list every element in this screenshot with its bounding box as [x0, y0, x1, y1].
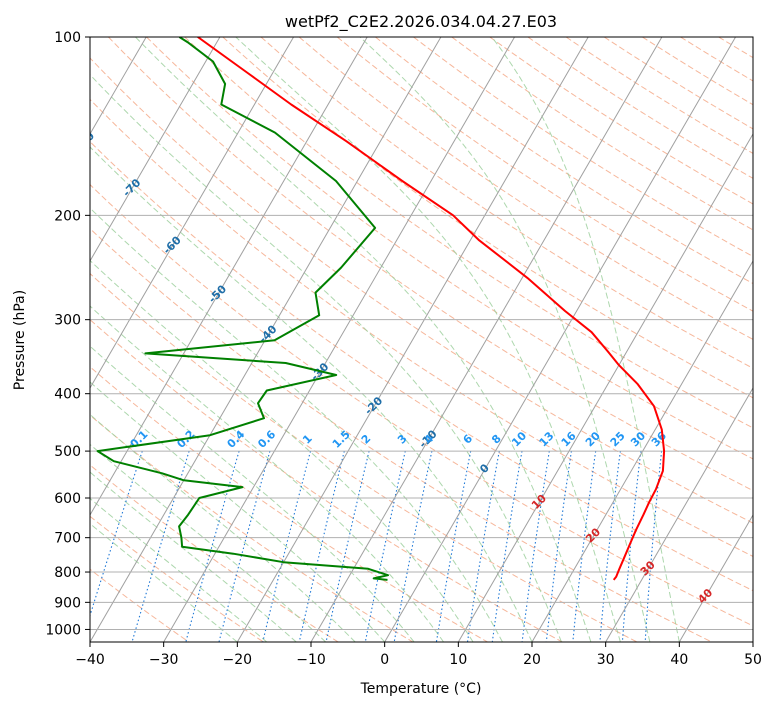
y-tick-label: 300	[54, 313, 81, 329]
isotherm	[90, 37, 294, 389]
dry-adiabat	[146, 37, 753, 460]
dry-adiabat	[90, 515, 264, 642]
isotherm	[163, 37, 515, 642]
dry-adiabat	[336, 37, 753, 312]
isotherm	[90, 37, 221, 262]
mixing-ratio-line	[262, 450, 312, 642]
y-tick-label: 100	[54, 30, 81, 46]
isotherm	[457, 132, 753, 642]
moist-adiabat	[90, 443, 327, 642]
mixing-ratio-line	[435, 450, 472, 642]
dewpoint-profile	[96, 37, 389, 581]
y-tick-label: 400	[54, 387, 81, 403]
dry-adiabat	[90, 464, 339, 642]
x-tick-label: 10	[449, 652, 467, 668]
isotherm	[531, 259, 753, 642]
moist-adiabat	[90, 146, 533, 642]
mixing-ratio-line	[599, 451, 621, 642]
y-axis-title: Pressure (hPa)	[12, 290, 28, 390]
moist-adiabat	[90, 381, 386, 642]
plot-area	[90, 37, 753, 642]
dry-adiabat	[184, 37, 753, 429]
y-tick-label: 200	[54, 208, 81, 224]
dry-adiabat	[260, 37, 753, 369]
plot-frame	[89, 36, 754, 643]
y-axis: 100 200 300 400 500 600 700 800 900 1000	[45, 30, 90, 638]
moist-adiabat	[359, 37, 651, 642]
dry-adiabat	[489, 37, 753, 205]
mixing-ratio-line	[393, 450, 433, 642]
y-tick-label: 600	[54, 491, 81, 507]
moist-adiabat	[491, 37, 680, 642]
moist-adiabat	[90, 259, 474, 642]
mixing-ratio-line	[185, 450, 240, 642]
isotherm	[310, 37, 663, 642]
dry-adiabat	[298, 37, 753, 340]
x-tick-label: 50	[744, 652, 762, 668]
mixing-ratio-line	[298, 450, 345, 642]
dry-adiabat	[90, 98, 753, 557]
x-tick-label: −40	[75, 652, 105, 668]
dry-adiabat	[90, 318, 563, 642]
dry-adiabat	[413, 37, 753, 258]
x-tick-label: −10	[296, 652, 326, 668]
moist-adiabat	[90, 305, 445, 642]
moist-adiabat	[90, 471, 297, 642]
moist-adiabat	[90, 345, 415, 642]
y-tick-label: 800	[54, 565, 81, 581]
mixing-ratio-line	[521, 451, 550, 642]
y-tick-label: 1000	[45, 622, 81, 638]
isotherm	[90, 37, 442, 642]
x-axis: −40 −30 −20 −10 0 10 20 30 40 50	[75, 642, 762, 668]
dry-adiabat	[527, 37, 753, 179]
y-tick-label: 700	[54, 531, 81, 547]
x-tick-label: 40	[670, 652, 688, 668]
y-tick-label: 500	[54, 444, 81, 460]
dry-adiabat	[90, 272, 638, 642]
temperature-profile	[197, 37, 666, 581]
mixing-ratio-line	[364, 450, 406, 642]
isotherm-label: -80	[74, 129, 97, 152]
dry-adiabat	[90, 140, 753, 592]
pressure-gridlines	[90, 37, 753, 630]
mixing-ratio-line	[90, 450, 143, 618]
dry-adiabat	[108, 37, 753, 492]
mixing-ratio-line	[572, 451, 597, 642]
x-tick-label: −20	[223, 652, 253, 668]
mixing-ratio-line	[466, 450, 500, 642]
x-tick-label: 20	[523, 652, 541, 668]
x-tick-label: −30	[149, 652, 179, 668]
mixing-ratio-line	[621, 451, 642, 642]
moist-adiabat	[90, 207, 503, 642]
background-lines	[90, 37, 753, 642]
moist-adiabat	[90, 73, 562, 642]
isotherm	[90, 37, 368, 516]
x-tick-label: 30	[597, 652, 615, 668]
isotherm	[236, 37, 589, 642]
dry-adiabat	[90, 57, 753, 524]
dry-adiabat	[565, 37, 753, 154]
chart-title: wetPf2_C2E2.2026.034.04.27.E03	[285, 12, 557, 32]
moist-adiabat	[135, 37, 592, 642]
isotherm	[605, 386, 753, 642]
dry-adiabat	[90, 227, 712, 642]
mixing-ratio-line	[131, 450, 190, 642]
isotherm	[384, 37, 736, 642]
mixing-ratio-line	[325, 450, 370, 642]
x-tick-label: 0	[380, 652, 389, 668]
mixing-ratio-line	[491, 451, 523, 642]
y-tick-label: 900	[54, 595, 81, 611]
dry-adiabat	[90, 183, 753, 627]
isotherm	[678, 513, 753, 642]
sounding-series	[96, 37, 666, 581]
mixing-ratio-line	[218, 450, 271, 642]
x-axis-title: Temperature (°C)	[360, 681, 482, 697]
